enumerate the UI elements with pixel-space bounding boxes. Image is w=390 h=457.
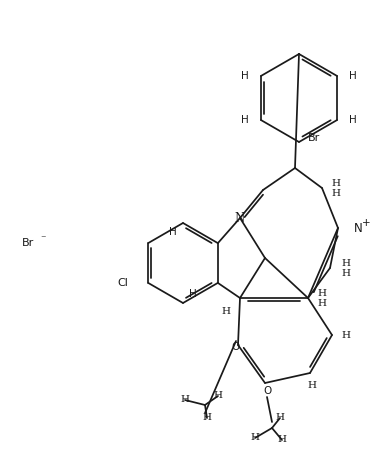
Text: H: H [241, 115, 249, 125]
Text: O: O [232, 342, 240, 352]
Text: H: H [332, 190, 340, 198]
Text: H: H [278, 436, 287, 445]
Text: H: H [250, 434, 259, 442]
Text: H: H [342, 269, 351, 277]
Text: H: H [241, 71, 249, 81]
Text: H: H [213, 392, 223, 400]
Text: Br: Br [308, 133, 320, 143]
Text: H: H [342, 259, 351, 267]
Text: Cl: Cl [117, 278, 128, 288]
Text: H: H [349, 115, 357, 125]
Text: H: H [349, 71, 357, 81]
Text: H: H [181, 395, 190, 404]
Text: O: O [263, 386, 271, 396]
Text: H: H [307, 381, 317, 389]
Text: H: H [317, 298, 326, 308]
Text: N: N [354, 222, 362, 234]
Text: N: N [235, 212, 245, 224]
Text: ⁻: ⁻ [40, 234, 46, 244]
Text: H: H [222, 308, 230, 317]
Text: H: H [189, 289, 197, 299]
Text: H: H [317, 288, 326, 298]
Text: H: H [202, 414, 211, 423]
Text: H: H [342, 330, 351, 340]
Text: H: H [332, 180, 340, 188]
Text: +: + [362, 218, 370, 228]
Text: H: H [169, 227, 177, 237]
Text: Br: Br [22, 238, 34, 248]
Text: H: H [275, 414, 284, 423]
